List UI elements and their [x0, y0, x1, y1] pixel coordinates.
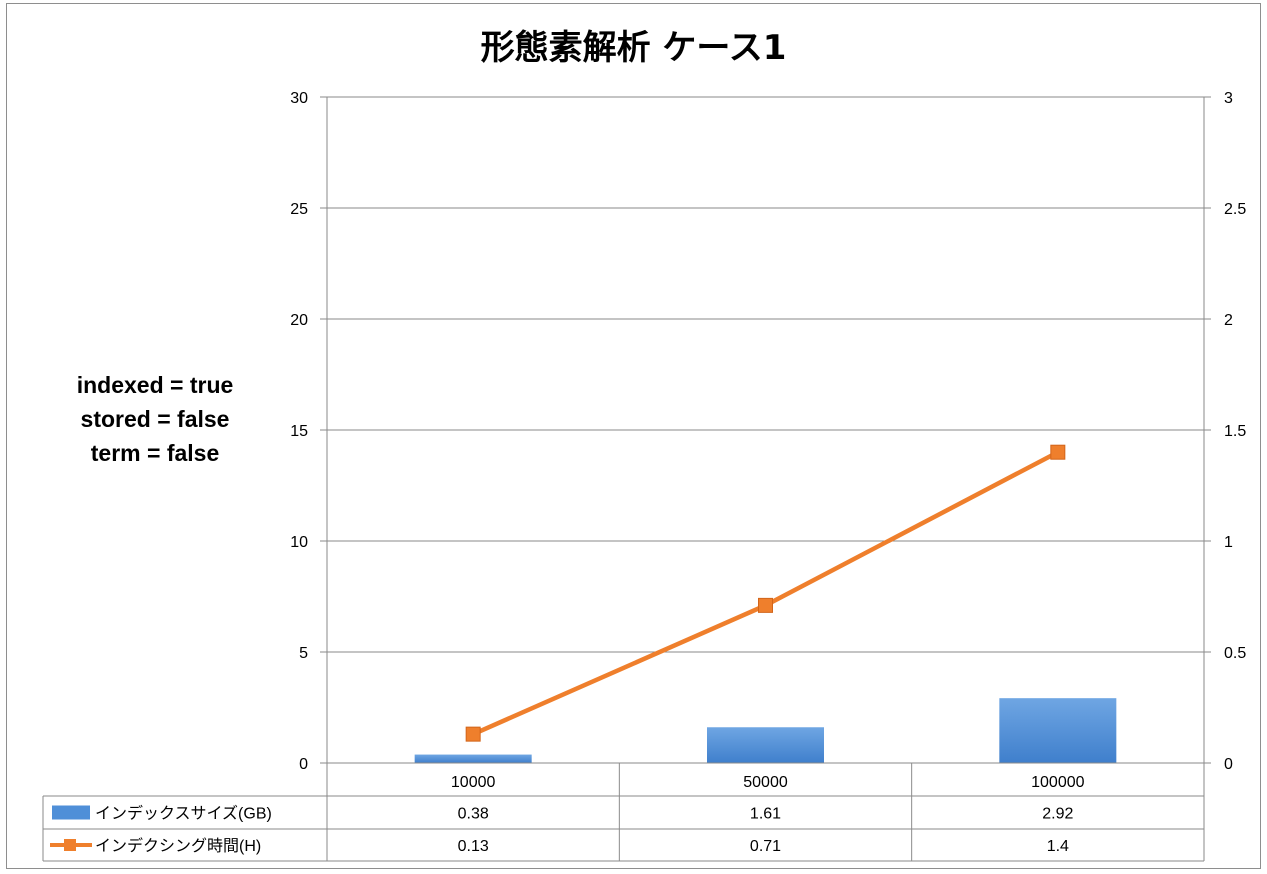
table-value: 0.38: [458, 806, 489, 823]
right-axis-tick-label: 0: [1224, 756, 1233, 773]
table-value: 2.92: [1042, 806, 1073, 823]
line-marker: [465, 726, 481, 742]
legend-series-name: インデックスサイズ(GB): [95, 804, 272, 823]
table-value: 0.13: [458, 838, 489, 855]
gridlines: [327, 96, 1204, 653]
left-axis-tick-label: 30: [290, 90, 308, 107]
left-axis-tick-label: 25: [290, 201, 308, 218]
bar: [414, 754, 532, 763]
line-marker: [1050, 444, 1066, 460]
category-label: 50000: [743, 774, 788, 791]
annotation-line-stored: stored = false: [80, 406, 230, 432]
chart-title: 形態素解析 ケース1: [480, 28, 787, 68]
category-label: 10000: [451, 774, 496, 791]
legend-series-name: インデクシング時間(H): [95, 836, 261, 855]
chart-frame: [6, 3, 1261, 869]
annotation-line-term: term = false: [90, 440, 220, 466]
left-axis-tick-label: 20: [290, 312, 308, 329]
annotation-line-indexed: indexed = true: [76, 372, 234, 398]
category-label: 100000: [1031, 774, 1084, 791]
series-line: [472, 450, 1059, 737]
table-value: 0.71: [750, 838, 781, 855]
left-axis-tick-label: 10: [290, 534, 308, 551]
right-axis-tick-label: 3: [1224, 90, 1233, 107]
line-marker: [758, 597, 773, 613]
left-axis-tick-label: 15: [290, 423, 308, 440]
axes: 0 0 5 0.5 10 1 15 1.5 20 2 25 2.5 30 3: [290, 90, 1246, 861]
left-axis-tick-label: 5: [299, 645, 308, 662]
right-axis-tick-label: 2: [1224, 312, 1233, 329]
data-table: 10000 50000 100000 インデックスサイズ(GB) 0.38 1.61 2.9…: [42, 762, 1204, 862]
legend-key-marker: [64, 839, 76, 851]
bar-series: [414, 698, 1117, 763]
right-axis-tick-label: 1.5: [1224, 423, 1246, 440]
table-value: 1.61: [750, 806, 781, 823]
left-axis-tick-label: 0: [299, 756, 308, 773]
line-series: [465, 444, 1066, 742]
right-axis-tick-label: 1: [1224, 534, 1233, 551]
bar: [999, 698, 1117, 763]
annotation-text: indexed = true stored = false term = fal…: [40, 368, 270, 470]
table-value: 1.4: [1047, 838, 1069, 855]
right-axis-tick-label: 0.5: [1224, 645, 1246, 662]
right-axis-tick-label: 2.5: [1224, 201, 1246, 218]
legend-key-bar: [52, 805, 90, 820]
bar: [707, 727, 824, 763]
